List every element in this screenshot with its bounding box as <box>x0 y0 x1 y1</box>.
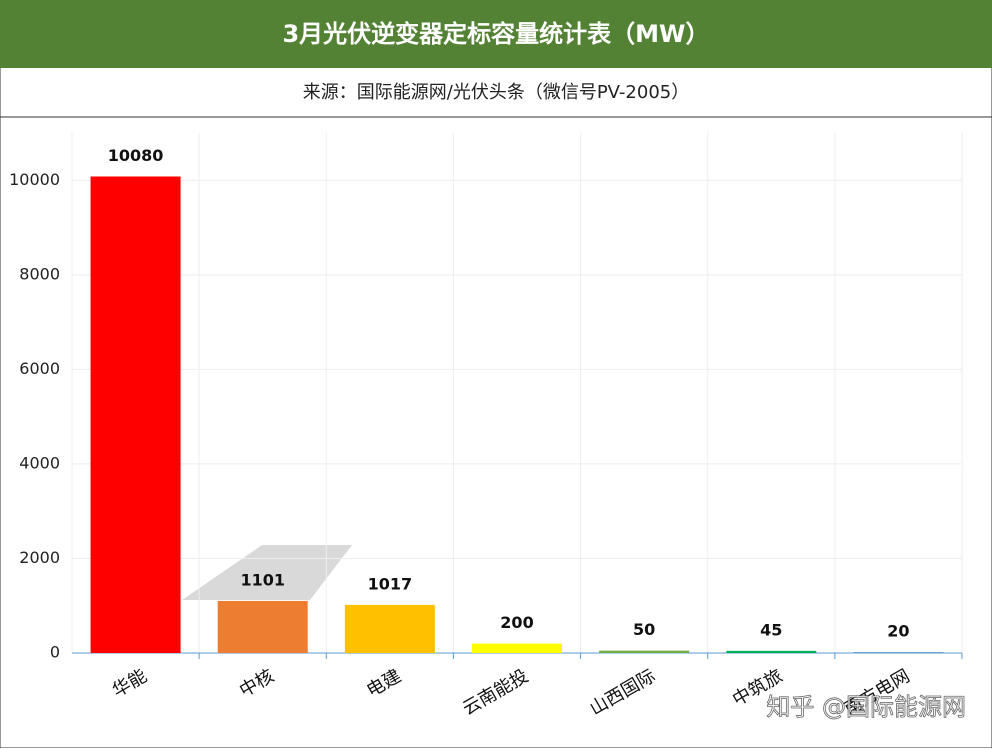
bar <box>217 600 308 653</box>
y-tick-label: 8000 <box>19 264 60 283</box>
watermark: 知乎 @国际能源网 <box>766 693 966 721</box>
value-label: 1101 <box>240 570 285 589</box>
y-tick-label: 4000 <box>19 453 60 472</box>
value-label: 10080 <box>108 146 164 165</box>
value-label: 50 <box>633 620 655 639</box>
title-bar <box>0 0 992 68</box>
value-label: 20 <box>887 622 909 641</box>
value-label: 1017 <box>368 574 413 593</box>
bar <box>90 176 181 653</box>
bar <box>472 643 562 653</box>
bar <box>344 604 435 653</box>
y-tick-label: 0 <box>50 643 60 662</box>
chart-subtitle: 来源：国际能源网/光伏头条（微信号PV-2005） <box>303 82 689 103</box>
value-label: 200 <box>500 613 533 632</box>
bar <box>599 650 690 653</box>
bar <box>726 650 817 653</box>
y-tick-label: 6000 <box>19 359 60 378</box>
bar <box>853 652 944 654</box>
y-tick-label: 10000 <box>9 170 60 189</box>
chart-title: 3月光伏逆变器定标容量统计表（MW） <box>282 20 709 48</box>
value-label: 45 <box>760 620 782 639</box>
y-tick-label: 2000 <box>19 548 60 567</box>
